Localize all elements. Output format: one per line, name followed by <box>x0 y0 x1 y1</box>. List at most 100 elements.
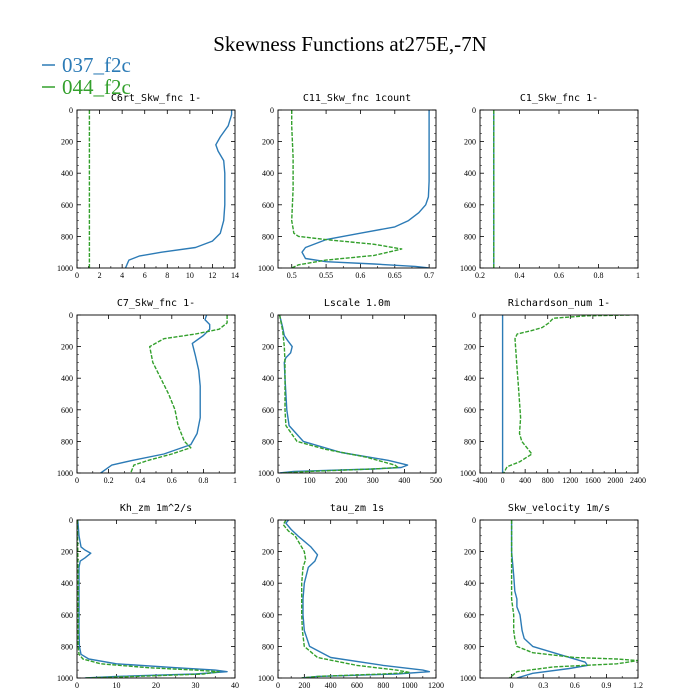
legend-label: 044_f2c <box>62 75 131 99</box>
plot-frame <box>76 314 236 474</box>
series-line-044_f2c <box>509 520 638 678</box>
y-tick-label: 800 <box>262 232 274 241</box>
y-tick-label: 0 <box>270 106 274 115</box>
x-tick-label: 30 <box>192 681 200 690</box>
panel-5: Lscale 1.0m 0 100 200 300 400 500 0 200 400 600 800… <box>258 298 442 485</box>
x-tick-label: 0.7 <box>424 271 434 280</box>
y-tick-label: 200 <box>464 548 476 557</box>
y-tick-label: 0 <box>69 106 73 115</box>
panel-3: C1_Skw_fnc 1- 0.2 0.4 0.6 0.8 1 0 200 400 600 800 1… <box>460 93 640 280</box>
y-tick-label: 0 <box>472 516 476 525</box>
x-tick-label: 10 <box>113 681 121 690</box>
y-tick-label: 800 <box>464 642 476 651</box>
series-line-037_f2c <box>285 520 431 678</box>
x-tick-label: 1200 <box>428 681 444 690</box>
panel-2: C11_Skw_fnc 1count 0.5 0.55 0.6 0.65 0.7 0 200 4… <box>258 93 437 280</box>
series-line-037_f2c <box>510 520 589 678</box>
y-tick-label: 400 <box>464 579 476 588</box>
y-tick-label: 200 <box>262 548 274 557</box>
x-tick-label: 0.6 <box>570 681 580 690</box>
y-tick-label: 1000 <box>258 469 274 478</box>
x-tick-label: 0.9 <box>601 681 611 690</box>
x-tick-label: 0 <box>510 681 514 690</box>
plot-frame <box>277 519 437 679</box>
y-tick-label: 200 <box>464 343 476 352</box>
y-tick-label: 0 <box>270 516 274 525</box>
y-tick-label: 200 <box>262 343 274 352</box>
panel-4: C7_Skw_fnc 1- 0 0.2 0.4 0.6 0.8 1 0 200 400 600 800… <box>57 298 237 485</box>
x-tick-label: 0.8 <box>198 476 208 485</box>
x-tick-label: 0.6 <box>355 271 365 280</box>
x-tick-label: 2000 <box>607 476 623 485</box>
y-tick-label: 600 <box>262 611 274 620</box>
x-tick-label: 0 <box>75 476 79 485</box>
figure-title: Skewness Functions at275E,-7N <box>213 32 487 56</box>
x-tick-label: 0.55 <box>319 271 333 280</box>
x-tick-label: 0 <box>276 476 280 485</box>
series-group <box>291 110 430 268</box>
panel-title: C6rt_Skw_fnc 1- <box>111 93 201 104</box>
x-tick-label: 12 <box>208 271 216 280</box>
x-tick-label: 0.6 <box>554 271 564 280</box>
y-tick-label: 200 <box>61 343 73 352</box>
series-line-037_f2c <box>100 315 211 473</box>
y-tick-label: 200 <box>61 548 73 557</box>
x-tick-label: 500 <box>430 476 442 485</box>
x-tick-label: 800 <box>542 476 554 485</box>
x-tick-label: 800 <box>377 681 389 690</box>
x-tick-label: 10 <box>186 271 194 280</box>
series-line-037_f2c <box>278 315 409 473</box>
x-tick-label: 0.6 <box>167 476 177 485</box>
y-tick-label: 800 <box>262 437 274 446</box>
y-tick-label: 1000 <box>460 469 476 478</box>
y-tick-label: 600 <box>464 406 476 415</box>
panel-title: C7_Skw_fnc 1- <box>117 298 195 309</box>
y-tick-label: 400 <box>464 169 476 178</box>
y-tick-label: 800 <box>61 232 73 241</box>
y-tick-label: 400 <box>262 169 274 178</box>
x-tick-label: 0 <box>75 271 79 280</box>
y-tick-label: 400 <box>262 579 274 588</box>
x-tick-label: 1 <box>636 271 640 280</box>
x-tick-label: 0.4 <box>135 476 145 485</box>
x-tick-label: 1.2 <box>633 681 643 690</box>
x-tick-label: 0.2 <box>475 271 485 280</box>
y-tick-label: 400 <box>61 579 73 588</box>
panel-title: Skw_velocity 1m/s <box>508 503 610 514</box>
x-tick-label: 400 <box>519 476 531 485</box>
series-group <box>278 315 409 473</box>
plot-frame <box>76 109 236 269</box>
x-tick-label: 0 <box>501 476 505 485</box>
y-tick-label: 600 <box>262 201 274 210</box>
y-tick-label: 400 <box>61 169 73 178</box>
panel-title: Kh_zm 1m^2/s <box>120 503 192 514</box>
y-tick-label: 200 <box>61 138 73 147</box>
panels: C6rt_Skw_fnc 1-0 2 4 6 8 10 12 1402004006008001… <box>57 93 646 690</box>
x-tick-label: 0 <box>75 681 79 690</box>
panel-1: C6rt_Skw_fnc 1- 0 2 4 6 8 10 12 14 0 200 400 600 800 1… <box>57 93 239 280</box>
y-tick-label: 800 <box>464 437 476 446</box>
x-tick-label: 0.4 <box>515 271 525 280</box>
y-tick-label: 600 <box>61 201 73 210</box>
y-tick-label: 800 <box>464 232 476 241</box>
x-tick-label: 1 <box>233 476 237 485</box>
x-tick-label: 600 <box>351 681 363 690</box>
x-tick-label: 0.2 <box>104 476 114 485</box>
x-tick-label: 4 <box>120 271 124 280</box>
plot-frame <box>479 109 639 269</box>
x-tick-label: 2400 <box>630 476 646 485</box>
x-tick-label: 8 <box>165 271 169 280</box>
panel-title: tau_zm 1s <box>330 503 384 514</box>
y-tick-label: 0 <box>472 311 476 320</box>
y-tick-label: 1000 <box>460 264 476 273</box>
series-line-044_f2c <box>291 110 403 268</box>
panel-6: Richardson_num 1--400 0 400 800 1200 1600 2000… <box>460 298 646 485</box>
series-group <box>88 110 233 268</box>
panel-title: C1_Skw_fnc 1- <box>520 93 598 104</box>
plot-frame <box>277 109 437 269</box>
y-tick-label: 200 <box>262 138 274 147</box>
series-line-044_f2c <box>278 315 399 473</box>
plot-frame <box>479 519 639 679</box>
